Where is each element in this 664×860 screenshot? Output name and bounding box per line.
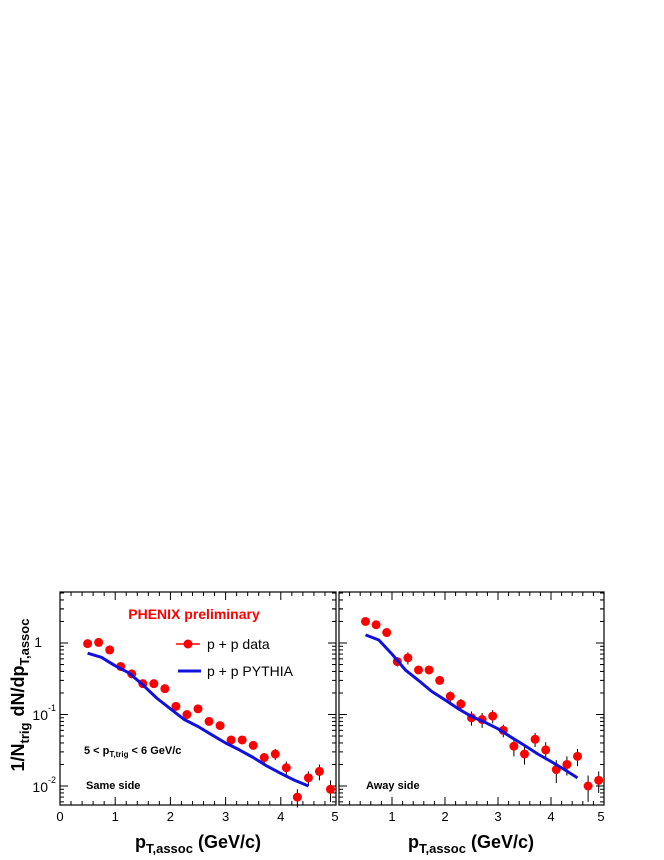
same-side-data-point — [292, 792, 302, 802]
away-side-data-point — [435, 675, 445, 685]
same-side-panel-frame — [59, 591, 337, 806]
svg-text:-2: -2 — [48, 775, 56, 785]
y-axis-title: 1/NtrigdN/dpT,assoc — [8, 619, 32, 772]
legend-data-label: p + p data — [207, 636, 270, 652]
legend: p + p data p + p PYTHIA — [176, 636, 294, 679]
same-side-pythia-line — [87, 651, 309, 788]
x-tick-label: 4 — [547, 809, 554, 824]
away-side-data-point — [594, 775, 604, 785]
same-side-data-point — [281, 763, 291, 773]
away-side-panel-frame — [338, 591, 605, 806]
svg-text:-1: -1 — [48, 703, 56, 713]
away-side-data-point — [424, 665, 434, 675]
same-side-label: Same side — [86, 780, 140, 792]
x-tick-label: 4 — [277, 809, 284, 824]
away-side-axis-ticks — [338, 592, 605, 805]
same-side-data-point — [193, 704, 203, 714]
away-side-data-point — [456, 699, 466, 709]
same-side-data-point — [259, 753, 269, 763]
same-side-data-point — [160, 684, 170, 694]
away-side-series — [361, 616, 604, 802]
away-side-data-point — [562, 759, 572, 769]
away-side-data-point — [361, 616, 370, 626]
same-side-axis-ticks — [59, 592, 337, 805]
svg-text:10: 10 — [32, 707, 48, 723]
away-side-pythia-line — [364, 633, 579, 780]
away-side-data-point — [371, 620, 381, 630]
y-tick-label-1e-2: 10 -2 — [32, 775, 56, 795]
x-tick-label: 2 — [167, 809, 174, 824]
away-side-data-point — [414, 665, 423, 675]
same-side-data-point — [314, 766, 324, 776]
away-side-data-point — [445, 691, 455, 701]
x-tick-label: 3 — [222, 809, 229, 824]
same-side-data-point — [303, 773, 313, 783]
legend-pythia-label: p + p PYTHIA — [207, 663, 294, 679]
trigger-cut-label: 5 < pT,trig < 6 GeV/c — [84, 745, 181, 759]
svg-text:10: 10 — [32, 779, 48, 795]
x-tick-label: 5 — [331, 809, 338, 824]
x-tick-label: 0 — [56, 809, 63, 824]
x-tick-label: 2 — [441, 809, 448, 824]
same-side-data-point — [149, 679, 159, 689]
away-side-data-point — [509, 741, 519, 751]
x-axis-title-right: pT,assoc (GeV/c) — [408, 832, 534, 856]
away-side-data-point — [488, 711, 498, 721]
away-side-data-point — [382, 628, 392, 638]
same-side-data-point — [226, 735, 236, 745]
same-side-data-point — [83, 639, 93, 649]
away-side-data-point — [530, 734, 540, 744]
same-side-data-point — [182, 710, 192, 719]
x-tick-label: 5 — [597, 809, 604, 824]
same-side-data-point — [270, 749, 280, 759]
legend-data-marker — [183, 639, 193, 649]
same-side-series — [83, 637, 335, 808]
same-side-data-point — [105, 645, 115, 655]
same-side-data-point — [325, 784, 335, 794]
x-tick-label: 1 — [388, 809, 395, 824]
same-side-data-point — [171, 701, 181, 711]
away-side-label: Away side — [366, 780, 420, 792]
same-side-data-point — [215, 721, 225, 731]
away-side-data-point — [573, 751, 582, 761]
x-tick-label: 1 — [112, 809, 119, 824]
away-side-data-point — [520, 749, 529, 759]
y-tick-label-1: 1 — [34, 634, 42, 650]
same-side-data-point — [204, 716, 214, 726]
x-axis-title-left: pT,assoc (GeV/c) — [135, 832, 261, 856]
same-side-data-point — [94, 637, 104, 647]
same-side-x-tick-labels: 0 1 2 3 4 5 — [56, 809, 338, 824]
away-side-data-point — [583, 781, 593, 791]
x-tick-label: 3 — [494, 809, 501, 824]
away-side-data-point — [541, 745, 551, 755]
same-side-data-point — [237, 735, 247, 745]
away-side-x-tick-labels: 1 2 3 4 5 — [388, 809, 604, 824]
away-side-data-point — [403, 653, 413, 663]
experiment-label: PHENIX preliminary — [128, 606, 260, 622]
same-side-data-point — [248, 740, 258, 750]
y-tick-label-1e-1: 10 -1 — [32, 703, 56, 723]
